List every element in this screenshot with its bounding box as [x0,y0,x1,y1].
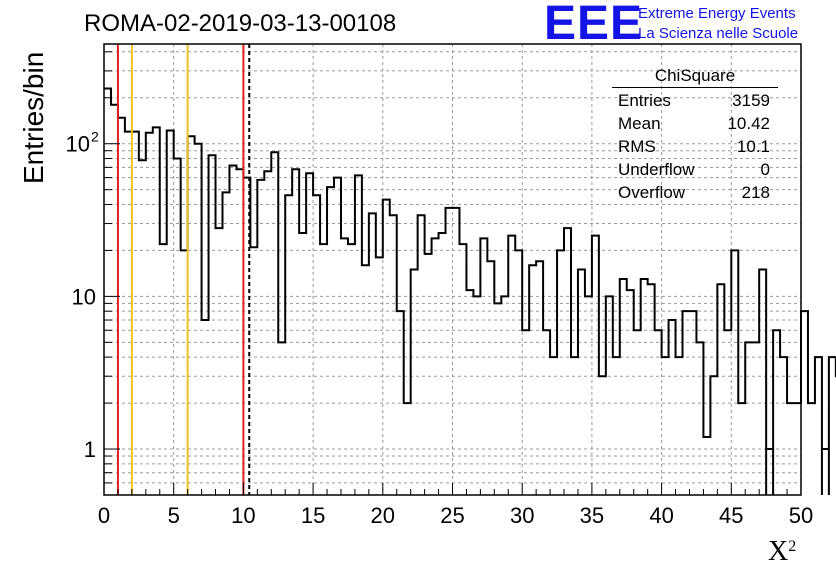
stats-value: 10.1 [736,137,770,156]
x-tick-label: 25 [440,503,464,528]
y-axis-label: Entries/bin [18,51,49,184]
x-tick-label: 40 [649,503,673,528]
x-tick-label: 15 [301,503,325,528]
x-tick-label: 35 [580,503,604,528]
stats-label: Underflow [618,160,695,179]
x-tick-label: 50 [789,503,813,528]
stats-row: Overflow 218 [612,181,778,204]
x-axis-label-symbol: X [768,536,789,567]
y-tick-label: 10 [72,284,96,309]
x-tick-label: 5 [168,503,180,528]
stats-box: ChiSquare Entries 3159 Mean 10.42 RMS 10.1 … [612,66,778,204]
x-tick-label: 20 [371,503,395,528]
x-axis-label-exponent: 2 [788,538,797,555]
histogram-line [104,87,836,451]
logo-line-1: Extreme Energy Events [638,5,796,22]
y-tick-label: 1 [84,437,96,462]
stats-row: Underflow 0 [612,158,778,181]
stats-label: Mean [618,114,661,133]
stats-value: 10.42 [727,114,770,133]
stats-value: 0 [760,160,770,179]
eee-logo-text: Extreme Energy Events La Scienza nelle S… [638,4,798,44]
stats-row: RMS 10.1 [612,135,778,158]
stats-label: RMS [618,137,656,156]
stats-row: Mean 10.42 [612,112,778,135]
y-tick-label: 10 [66,132,90,157]
x-tick-label: 30 [510,503,534,528]
stats-title: ChiSquare [612,66,778,88]
stats-label: Entries [618,91,671,110]
x-axis-label: X2 [768,536,796,568]
y-tick-label-exponent: 2 [91,129,99,145]
eee-logo-mark: EEE [544,0,644,50]
stats-row: Entries 3159 [612,89,778,112]
stats-value: 3159 [732,91,770,110]
x-tick-label: 0 [98,503,110,528]
chart-title: ROMA-02-2019-03-13-00108 [84,10,397,37]
x-tick-label: 10 [231,503,255,528]
stats-label: Overflow [618,183,686,202]
x-tick-label: 45 [719,503,743,528]
logo-line-2: La Scienza nelle Scuole [638,25,799,42]
stats-value: 218 [741,183,770,202]
